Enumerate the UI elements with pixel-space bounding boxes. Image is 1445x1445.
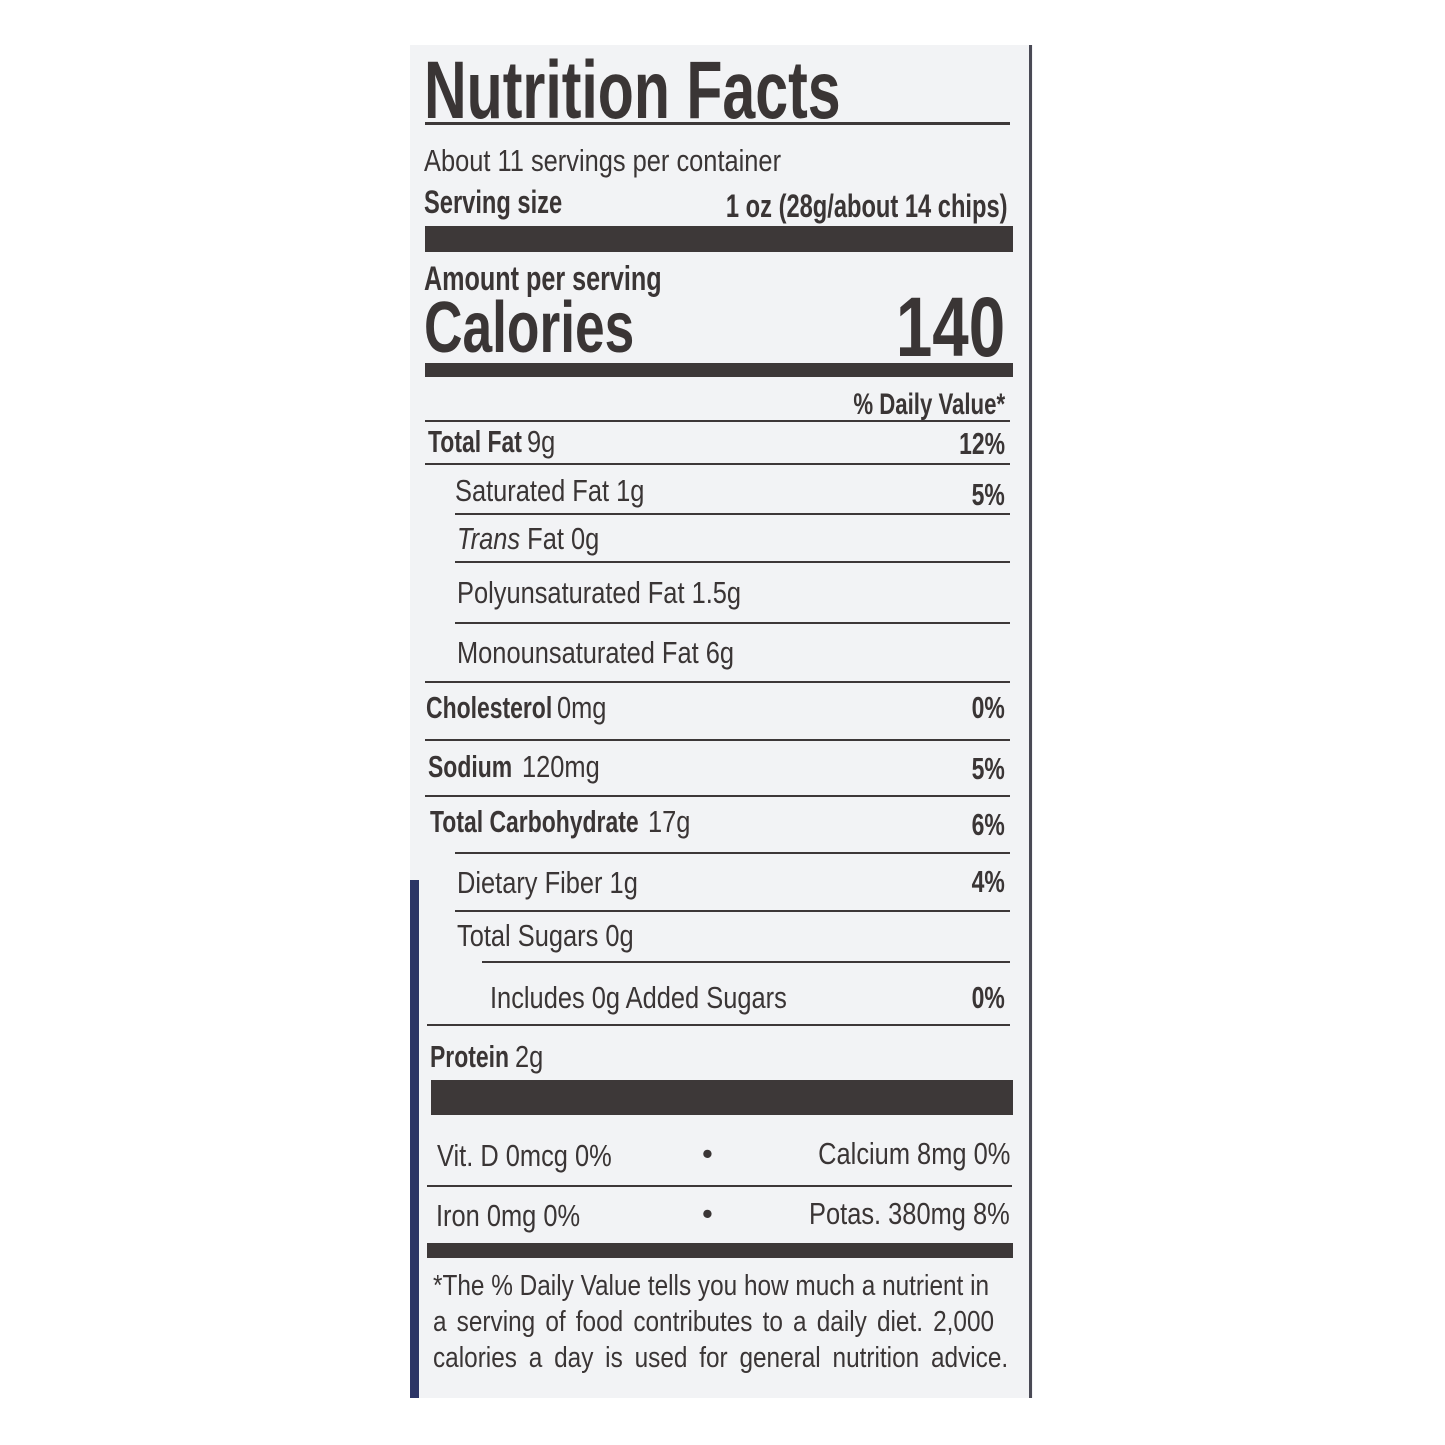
dv-added-sugars: 0%	[971, 980, 1005, 1015]
label-border	[1029, 45, 1032, 1398]
divider	[455, 910, 1010, 912]
nutrient-cholesterol: Cholesterol 0mg	[426, 692, 617, 723]
footnote-line: calories a day is used for general nutri…	[433, 1342, 1009, 1374]
dv-cholesterol: 0%	[971, 690, 1005, 725]
nutrient-trans-fat: Trans Fat 0g	[457, 523, 599, 554]
nutrient-total-fat: Total Fat 9g	[428, 426, 561, 457]
serving-size-label: Serving size	[424, 184, 563, 220]
divider	[455, 622, 1010, 624]
nutrient-total-sugars: Total Sugars 0g	[457, 918, 634, 953]
divider	[455, 513, 1010, 515]
nutrient-added-sugars: Includes 0g Added Sugars	[490, 980, 787, 1015]
amount-per-serving: Amount per serving	[424, 260, 662, 298]
medium-divider	[427, 1243, 1013, 1258]
divider	[455, 561, 1010, 563]
bullet: •	[702, 1136, 713, 1171]
footnote-line: *The % Daily Value tells you how much a …	[433, 1270, 990, 1302]
divider	[455, 852, 1010, 854]
nutrient-label: Sodium	[428, 749, 513, 784]
calories-value: 140	[895, 280, 1005, 374]
nutrient-amount: 0mg	[556, 690, 606, 725]
nutrient-dietary-fiber: Dietary Fiber 1g	[457, 865, 638, 900]
divider	[425, 122, 1010, 125]
iron: Iron 0mg 0%	[436, 1198, 581, 1233]
divider	[427, 1024, 1010, 1026]
nutrient-label: Cholesterol	[426, 690, 553, 725]
thick-divider	[431, 1080, 1013, 1115]
bullet: •	[702, 1196, 713, 1231]
dv-total-carbohydrate: 6%	[971, 807, 1005, 842]
divider	[425, 739, 1010, 741]
nutrient-label: Total Fat	[428, 424, 522, 459]
daily-value-header: % Daily Value*	[853, 388, 1005, 421]
dv-saturated-fat: 5%	[971, 477, 1005, 512]
nutrient-label: Total Carbohydrate	[430, 804, 639, 839]
nutrient-amount: 9g	[526, 424, 556, 459]
divider	[425, 681, 1010, 683]
divider	[425, 420, 1010, 422]
nutrient-amount: 120mg	[521, 749, 600, 784]
nutrient-amount: 2g	[514, 1039, 544, 1074]
dv-dietary-fiber: 4%	[971, 864, 1005, 899]
nutrient-amount: 17g	[647, 804, 691, 839]
calories-label: Calories	[424, 288, 635, 368]
divider	[427, 1185, 1012, 1187]
footnote-line: a serving of food contributes to a daily…	[433, 1306, 995, 1338]
serving-size-value: 1 oz (28g/about 14 chips)	[726, 188, 1008, 224]
potassium: Potas. 380mg 8%	[809, 1196, 1010, 1231]
nutrient-saturated-fat: Saturated Fat 1g	[455, 473, 645, 508]
thick-divider	[425, 226, 1013, 252]
nutrient-monounsaturated-fat: Monounsaturated Fat 6g	[457, 635, 734, 670]
divider	[482, 961, 1010, 963]
trans-label: Trans	[457, 521, 521, 556]
nutrient-protein: Protein 2g	[430, 1041, 549, 1072]
divider	[425, 795, 1010, 797]
calcium: Calcium 8mg 0%	[817, 1136, 1010, 1171]
medium-divider	[425, 363, 1013, 377]
nutrition-label-panel	[410, 45, 1033, 1398]
label-title: Nutrition Facts	[424, 45, 841, 136]
package-edge	[410, 880, 419, 1398]
nutrient-polyunsaturated-fat: Polyunsaturated Fat 1.5g	[457, 575, 742, 610]
vitamin-d: Vit. D 0mcg 0%	[437, 1138, 612, 1173]
nutrient-total-carbohydrate: Total Carbohydrate 17g	[430, 806, 700, 837]
divider	[425, 463, 1010, 465]
servings-per-container: About 11 servings per container	[424, 143, 782, 178]
nutrient-label: Protein	[430, 1039, 510, 1074]
dv-sodium: 5%	[971, 751, 1005, 786]
trans-fat-amount: Fat 0g	[527, 521, 600, 556]
nutrient-sodium: Sodium 120mg	[428, 751, 616, 782]
dv-total-fat: 12%	[959, 426, 1005, 461]
